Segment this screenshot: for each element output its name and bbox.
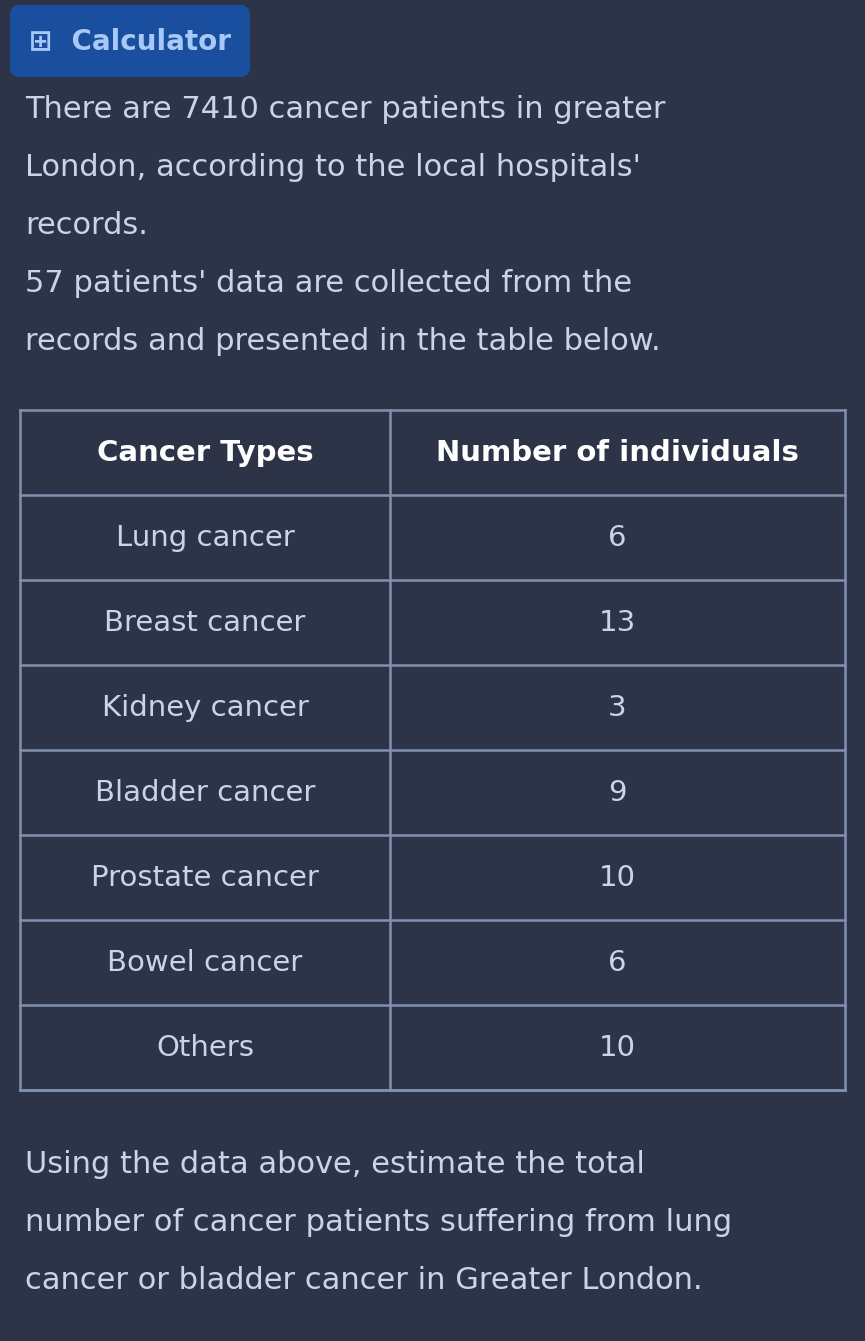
Text: ⊞  Calculator: ⊞ Calculator	[29, 27, 231, 55]
Text: Using the data above, estimate the total: Using the data above, estimate the total	[25, 1151, 645, 1179]
Text: 10: 10	[599, 1034, 636, 1062]
Text: number of cancer patients suffering from lung: number of cancer patients suffering from…	[25, 1208, 732, 1236]
Text: Bladder cancer: Bladder cancer	[95, 779, 315, 806]
Text: Bowel cancer: Bowel cancer	[107, 948, 303, 976]
Text: Number of individuals: Number of individuals	[436, 439, 799, 467]
Text: Prostate cancer: Prostate cancer	[91, 864, 319, 892]
Text: London, according to the local hospitals': London, according to the local hospitals…	[25, 153, 641, 182]
Text: Lung cancer: Lung cancer	[116, 523, 294, 551]
Text: 6: 6	[608, 948, 627, 976]
Text: 6: 6	[608, 523, 627, 551]
Text: 13: 13	[599, 609, 636, 637]
Text: cancer or bladder cancer in Greater London.: cancer or bladder cancer in Greater Lond…	[25, 1266, 702, 1295]
Text: Kidney cancer: Kidney cancer	[101, 693, 309, 721]
Text: There are 7410 cancer patients in greater: There are 7410 cancer patients in greate…	[25, 95, 665, 123]
Text: records.: records.	[25, 211, 148, 240]
Text: Others: Others	[156, 1034, 254, 1062]
Text: 10: 10	[599, 864, 636, 892]
Text: records and presented in the table below.: records and presented in the table below…	[25, 327, 661, 355]
Text: 57 patients' data are collected from the: 57 patients' data are collected from the	[25, 270, 632, 298]
Text: 3: 3	[608, 693, 627, 721]
FancyBboxPatch shape	[10, 5, 250, 76]
Text: Cancer Types: Cancer Types	[97, 439, 313, 467]
Text: 9: 9	[608, 779, 627, 806]
Text: Breast cancer: Breast cancer	[105, 609, 305, 637]
